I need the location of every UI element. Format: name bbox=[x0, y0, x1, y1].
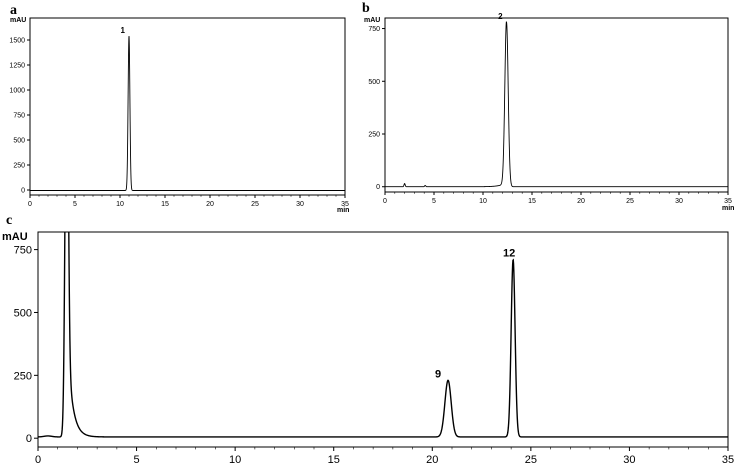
x-tick-label: 10 bbox=[229, 454, 241, 466]
x-tick-label: 30 bbox=[675, 198, 683, 205]
x-tick-label: 25 bbox=[525, 454, 537, 466]
peak-label: 1 bbox=[121, 26, 126, 35]
y-axis-unit: mAU bbox=[10, 17, 26, 24]
y-axis-unit: mAU bbox=[2, 231, 28, 243]
chromatogram-trace bbox=[30, 36, 345, 191]
x-axis-unit: min bbox=[337, 207, 349, 214]
y-tick-label: 250 bbox=[368, 132, 380, 139]
x-tick-label: 25 bbox=[251, 201, 259, 208]
x-tick-label: 30 bbox=[296, 201, 304, 208]
x-tick-label: 5 bbox=[134, 454, 140, 466]
x-tick-label: 0 bbox=[383, 198, 387, 205]
y-tick-label: 1000 bbox=[9, 88, 25, 95]
panel-letter: c bbox=[6, 213, 12, 228]
x-tick-label: 35 bbox=[724, 198, 732, 205]
chromatogram-trace bbox=[38, 232, 728, 438]
x-tick-label: 10 bbox=[479, 198, 487, 205]
x-tick-label: 20 bbox=[206, 201, 214, 208]
y-tick-label: 1500 bbox=[9, 38, 25, 45]
x-tick-label: 5 bbox=[432, 198, 436, 205]
x-tick-label: 35 bbox=[722, 454, 734, 466]
y-tick-label: 500 bbox=[14, 307, 32, 319]
x-tick-label: 15 bbox=[328, 454, 340, 466]
y-tick-label: 0 bbox=[21, 188, 25, 195]
x-tick-label: 0 bbox=[28, 201, 32, 208]
y-tick-label: 250 bbox=[14, 370, 32, 382]
x-tick-label: 20 bbox=[577, 198, 585, 205]
panel-letter: a bbox=[10, 3, 17, 18]
x-tick-label: 15 bbox=[161, 201, 169, 208]
chart-panel-c: c mAU 0 5 10 15 20 25 30 35 0 250 500 750 9 12 bbox=[2, 213, 734, 466]
y-tick-label: 0 bbox=[376, 184, 380, 191]
x-axis-unit: min bbox=[722, 205, 734, 212]
y-tick-label: 750 bbox=[14, 245, 32, 257]
peak-label: 2 bbox=[498, 12, 503, 21]
y-tick-label: 0 bbox=[26, 433, 32, 445]
peak-label: 9 bbox=[435, 368, 441, 380]
x-tick-label: 10 bbox=[116, 201, 124, 208]
x-tick-label: 20 bbox=[426, 454, 438, 466]
x-tick-label: 15 bbox=[528, 198, 536, 205]
y-tick-label: 250 bbox=[13, 163, 25, 170]
plot-frame bbox=[37, 231, 729, 448]
y-tick-label: 500 bbox=[13, 138, 25, 145]
plot-frame bbox=[384, 17, 729, 193]
y-tick-label: 750 bbox=[13, 113, 25, 120]
x-tick-label: 25 bbox=[626, 198, 634, 205]
y-axis-unit: mAU bbox=[364, 17, 380, 24]
x-tick-label: 35 bbox=[341, 201, 349, 208]
y-tick-label: 1250 bbox=[9, 63, 25, 70]
x-tick-label: 0 bbox=[35, 454, 41, 466]
y-tick-label: 500 bbox=[368, 79, 380, 86]
x-tick-label: 5 bbox=[73, 201, 77, 208]
panel-letter: b bbox=[362, 1, 370, 16]
chromatogram-trace bbox=[385, 21, 728, 188]
peak-label: 12 bbox=[503, 248, 515, 260]
x-tick-label: 30 bbox=[623, 454, 635, 466]
y-tick-label: 750 bbox=[368, 26, 380, 33]
plot-frame bbox=[29, 17, 346, 196]
